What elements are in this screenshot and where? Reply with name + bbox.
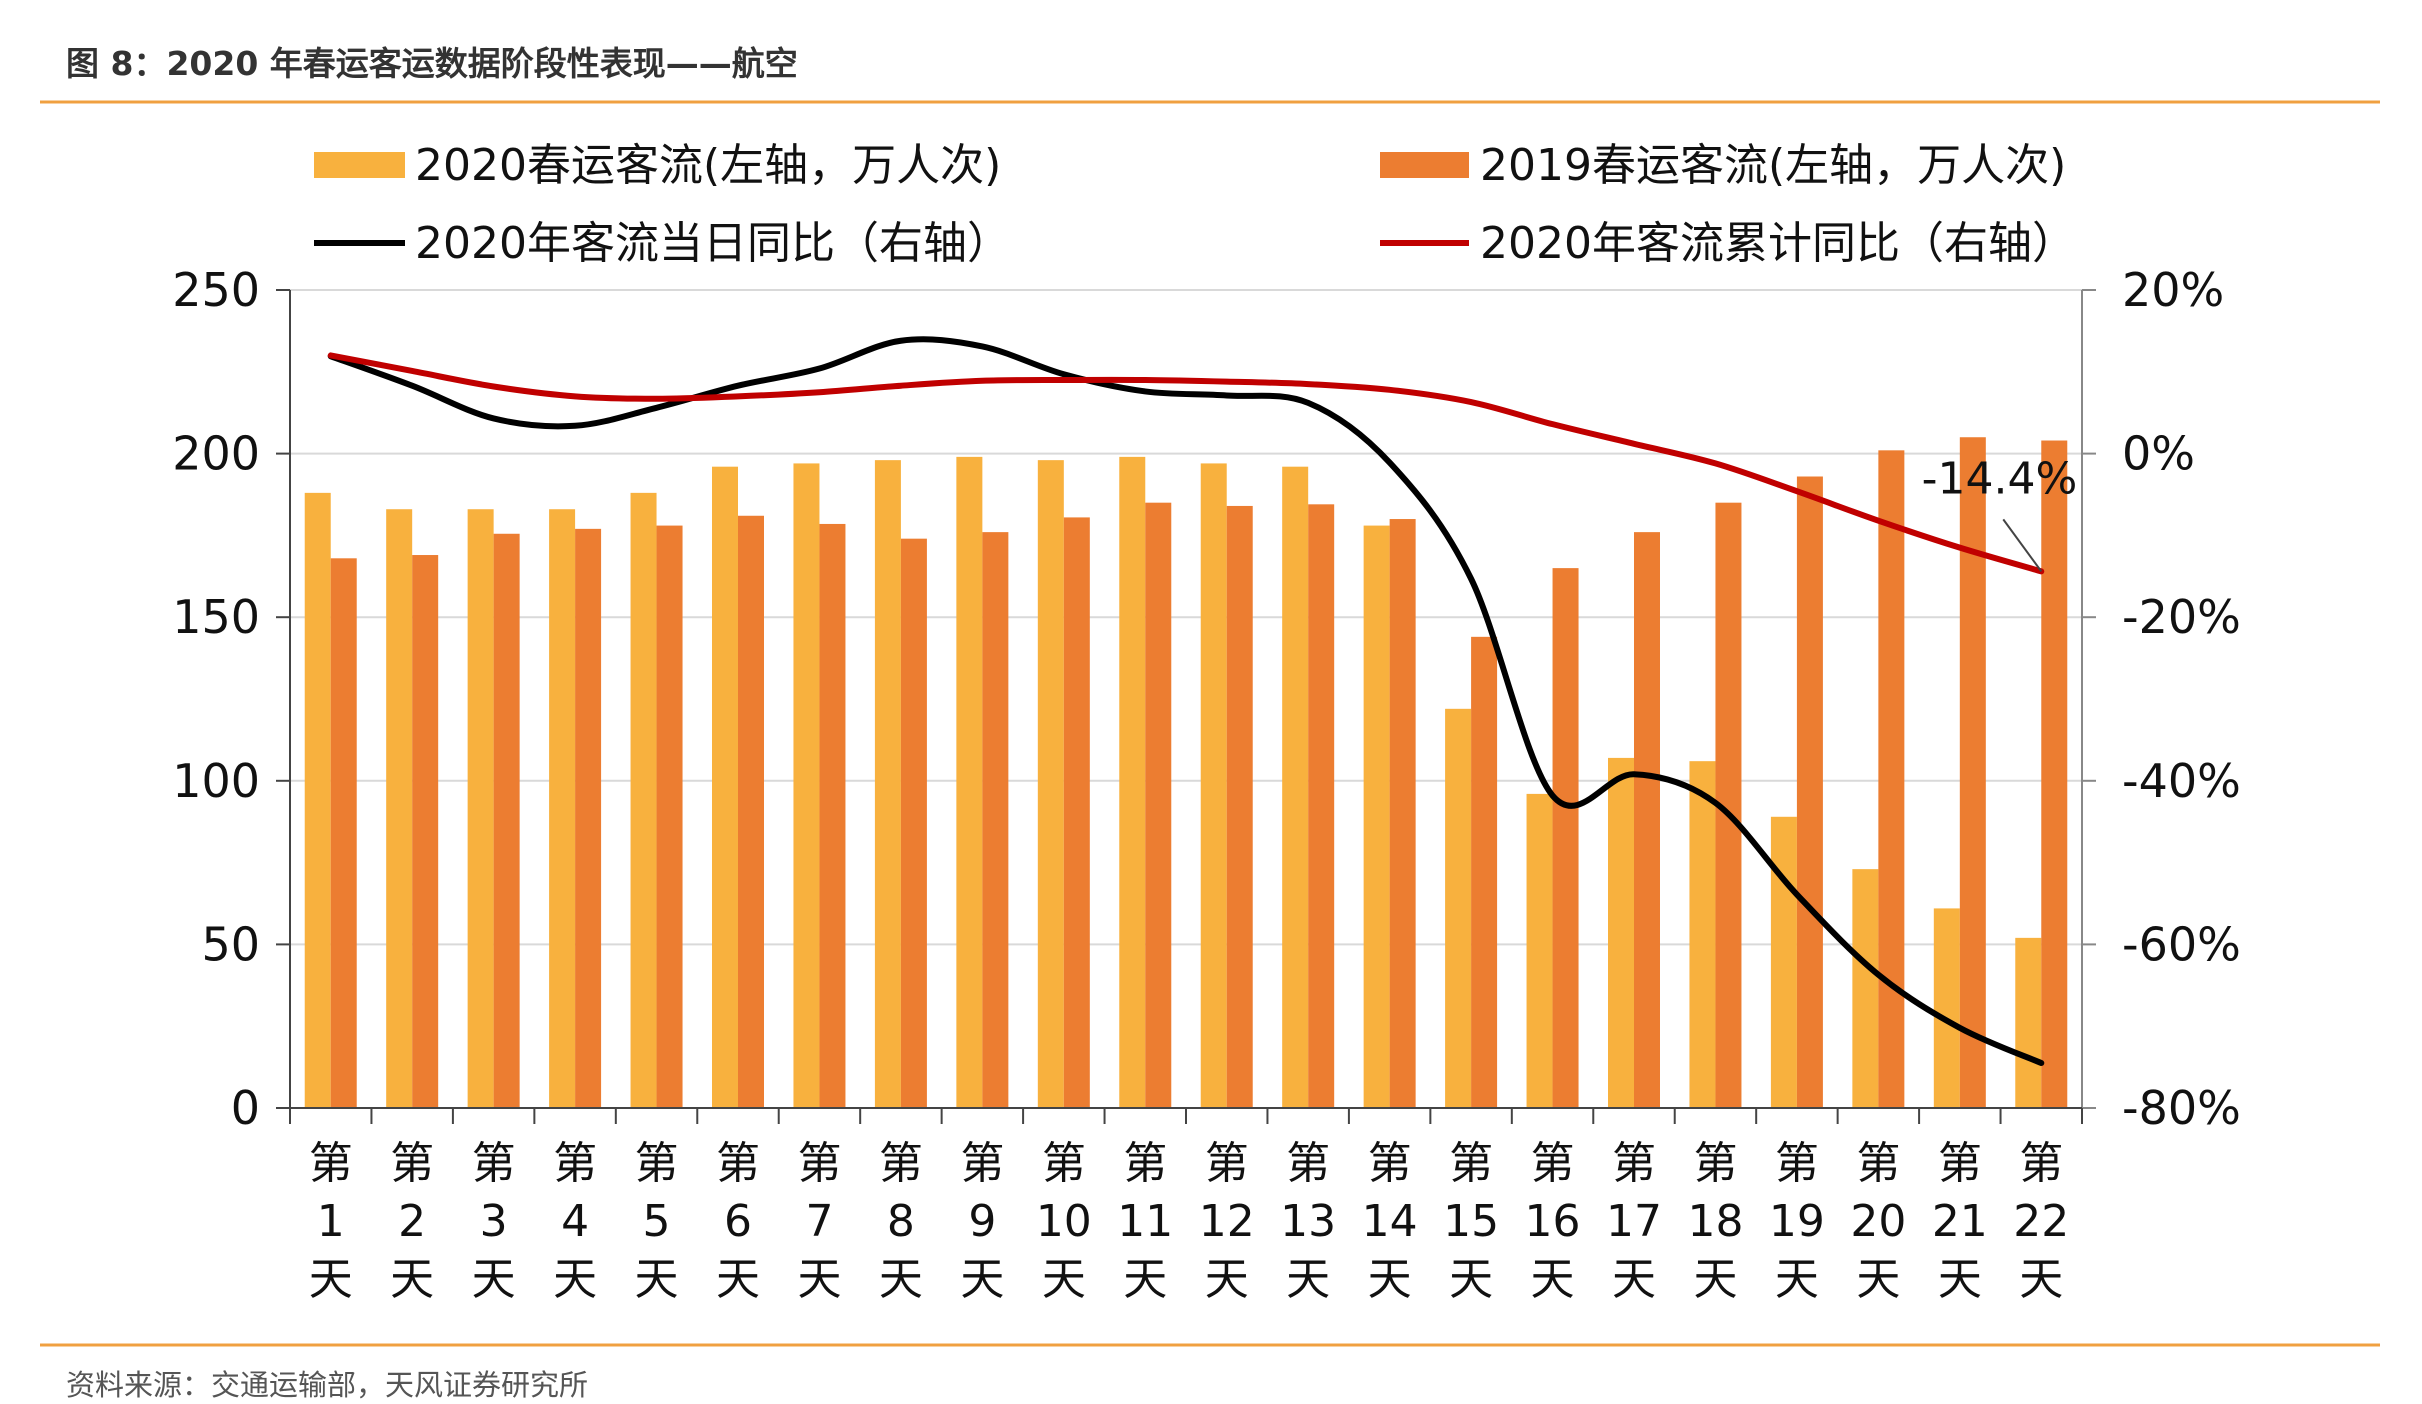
bar-2020-day14 xyxy=(1363,525,1390,1108)
bar-2020-day2 xyxy=(386,509,413,1108)
bar-2020-day13 xyxy=(1282,466,1309,1108)
legend-label-cum: 2020年客流累计同比（右轴） xyxy=(1480,218,2076,269)
bar-2020-day20 xyxy=(1852,869,1879,1108)
bar-2020-day18 xyxy=(1689,761,1716,1108)
bar-2019-day1 xyxy=(330,558,357,1108)
right-axis-tick-label: -20% xyxy=(2122,590,2241,644)
bar-2019-day8 xyxy=(900,538,927,1108)
bar-2020-day22 xyxy=(2015,937,2042,1108)
left-axis-tick-label: 0 xyxy=(231,1081,260,1135)
x-axis-label-day13: 第 13 天 xyxy=(1280,1138,1336,1305)
x-axis-label-day17: 第 17 天 xyxy=(1606,1138,1662,1305)
right-axis-tick-label: -80% xyxy=(2122,1081,2241,1135)
bar-2020-day19 xyxy=(1770,816,1797,1108)
bar-2020-day11 xyxy=(1119,456,1146,1108)
bar-2019-day9 xyxy=(982,532,1009,1108)
left-axis-tick-label: 250 xyxy=(172,263,260,317)
x-axis-label-day10: 第 10 天 xyxy=(1036,1138,1092,1305)
x-axis-label-day19: 第 19 天 xyxy=(1769,1138,1825,1305)
bar-2020-day8 xyxy=(874,460,901,1108)
bar-2020-day4 xyxy=(549,509,576,1108)
bar-2019-day5 xyxy=(656,525,683,1108)
x-axis-label-day15: 第 15 天 xyxy=(1443,1138,1499,1305)
bar-2019-day3 xyxy=(493,533,520,1108)
x-axis-label-day21: 第 21 天 xyxy=(1932,1138,1988,1305)
bar-2019-day21 xyxy=(1959,437,1986,1108)
x-axis-label-day16: 第 16 天 xyxy=(1525,1138,1581,1305)
bar-2019-day10 xyxy=(1063,517,1090,1108)
left-axis-tick-label: 100 xyxy=(172,754,260,808)
legend-label-2020: 2020春运客流(左轴，万人次) xyxy=(415,140,1001,191)
x-axis-label-day20: 第 20 天 xyxy=(1850,1138,1906,1305)
bar-2020-day15 xyxy=(1445,708,1472,1108)
bar-2019-day22 xyxy=(2041,440,2068,1109)
legend-label-2019: 2019春运客流(左轴，万人次) xyxy=(1480,140,2066,191)
right-axis-tick-label: -60% xyxy=(2122,917,2241,971)
left-axis-tick-label: 200 xyxy=(172,427,260,481)
bar-2020-day6 xyxy=(712,466,738,1108)
bar-2019-day2 xyxy=(412,555,439,1108)
bar-2020-day21 xyxy=(1933,908,1960,1108)
left-axis-tick-label: 150 xyxy=(172,590,260,644)
x-axis-label-day18: 第 18 天 xyxy=(1687,1138,1743,1305)
line-cumulative-yoy xyxy=(327,352,2045,575)
legend-swatch-2020 xyxy=(314,152,405,178)
legend: 2020春运客流(左轴，万人次) 2019春运客流(左轴，万人次) 2020年客… xyxy=(314,140,2076,269)
bar-2019-day12 xyxy=(1226,505,1253,1108)
bar-2020-day9 xyxy=(956,456,983,1108)
bar-2019-day13 xyxy=(1308,504,1335,1108)
bar-2019-day7 xyxy=(819,523,846,1108)
x-axis-label-day14: 第 14 天 xyxy=(1362,1138,1418,1305)
figure-title: 图 8：2020 年春运客运数据阶段性表现——航空 xyxy=(66,44,798,83)
bar-2019-day15 xyxy=(1471,636,1498,1108)
bar-2020-day12 xyxy=(1200,463,1227,1108)
legend-label-daily: 2020年客流当日同比（右轴） xyxy=(415,218,1011,269)
bar-2019-day17 xyxy=(1634,532,1660,1108)
right-axis-tick-label: -40% xyxy=(2122,754,2241,808)
bar-2020-day10 xyxy=(1037,460,1064,1108)
bar-2019-day11 xyxy=(1145,502,1172,1108)
x-axis-label-day12: 第 12 天 xyxy=(1199,1138,1255,1305)
x-axis-label-day22: 第 22 天 xyxy=(2013,1138,2069,1305)
bar-2019-day19 xyxy=(1796,476,1823,1108)
legend-swatch-2019 xyxy=(1380,152,1469,178)
bar-2019-day4 xyxy=(575,528,602,1108)
bar-2019-day20 xyxy=(1878,450,1905,1108)
bar-2019-day16 xyxy=(1552,568,1579,1108)
source-note: 资料来源：交通运输部，天风证券研究所 xyxy=(66,1368,588,1402)
bar-2020-day5 xyxy=(630,492,657,1108)
bar-2020-day3 xyxy=(467,509,494,1108)
bar-2020-day1 xyxy=(304,492,331,1108)
annotation-leader xyxy=(2002,518,2043,572)
x-axis-label-day11: 第 11 天 xyxy=(1117,1138,1173,1305)
right-axis-tick-label: 0% xyxy=(2122,427,2195,481)
bar-2019-day14 xyxy=(1389,519,1416,1108)
annotation-label: -14.4% xyxy=(1922,453,2078,504)
bar-2019-day6 xyxy=(738,515,764,1108)
bar-2020-day17 xyxy=(1608,757,1634,1108)
bar-2020-day7 xyxy=(793,463,820,1108)
right-axis-tick-label: 20% xyxy=(2122,263,2224,317)
left-axis-tick-label: 50 xyxy=(201,917,260,971)
bar-2020-day16 xyxy=(1526,793,1553,1108)
